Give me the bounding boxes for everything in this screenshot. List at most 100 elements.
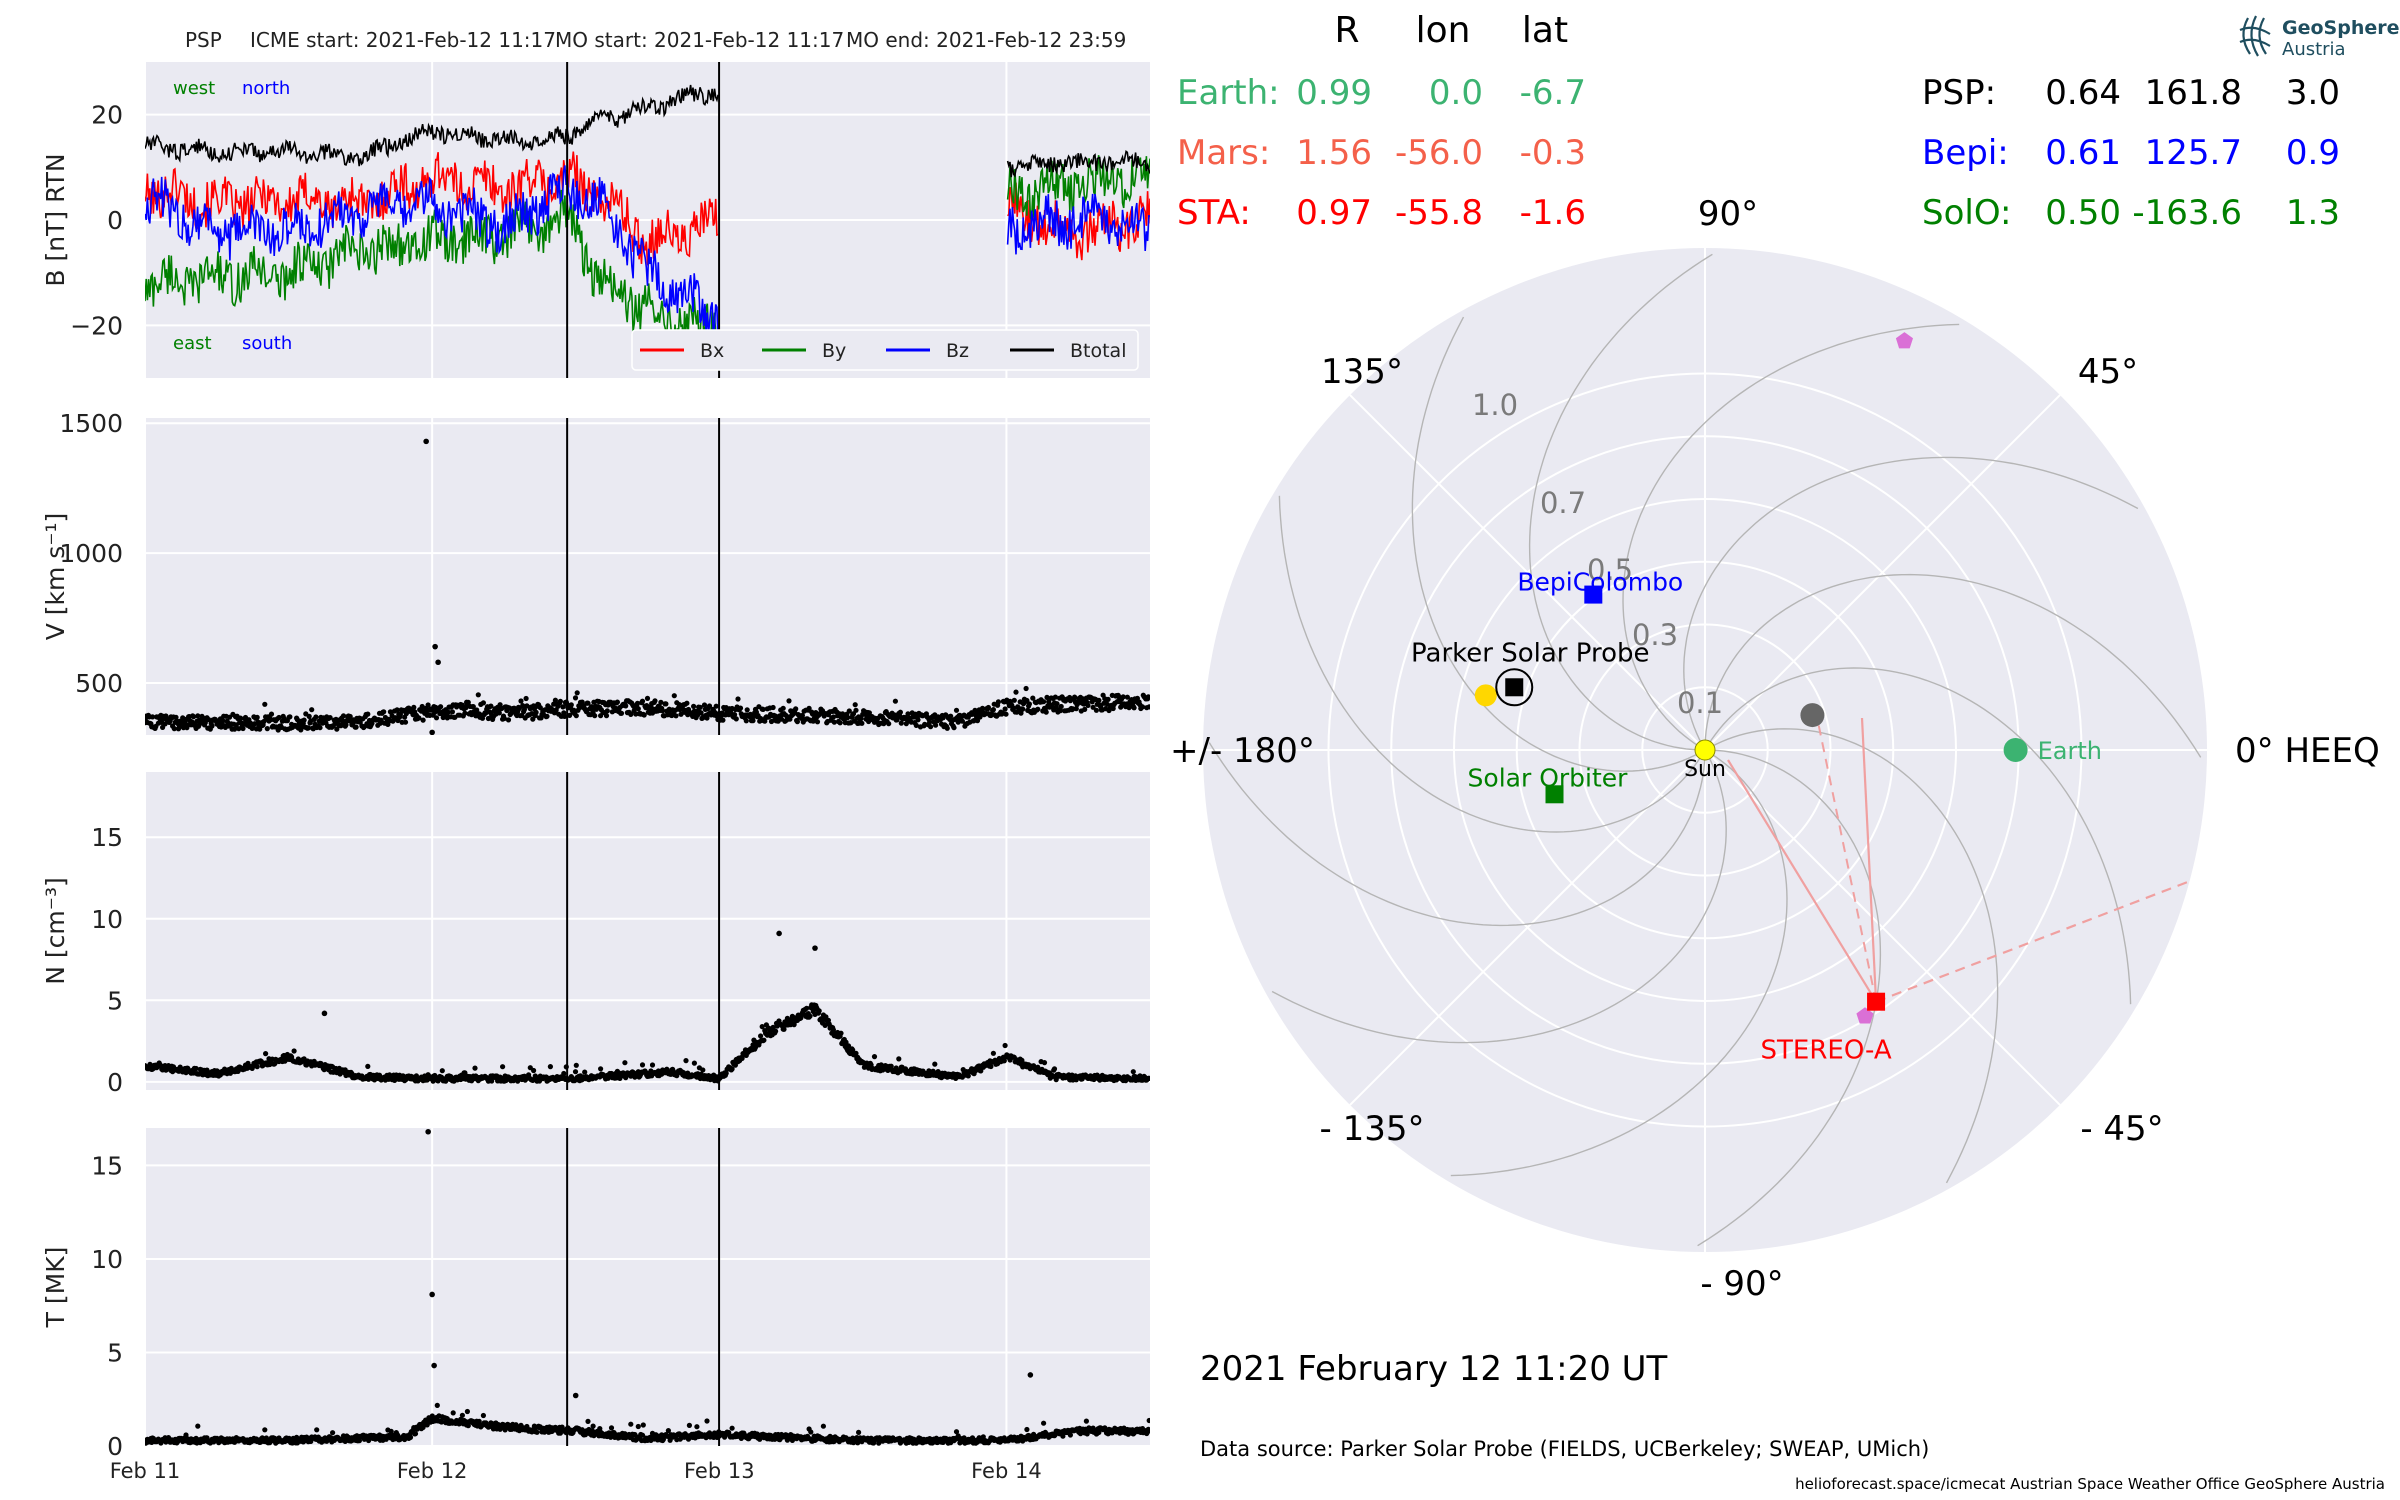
data-point [407, 1434, 414, 1440]
data-point [628, 711, 634, 718]
data-point [1035, 706, 1041, 712]
data-point [808, 1429, 814, 1435]
data-point [856, 1429, 862, 1435]
legend: Bx By Bz Btotal [631, 329, 1139, 371]
header-icme-start: ICME start: 2021-Feb-12 11:17 [250, 28, 556, 52]
data-point [193, 1065, 199, 1072]
data-point [1104, 701, 1110, 707]
data-point [305, 725, 311, 731]
spiral-line [1704, 728, 1999, 1184]
data-point [814, 719, 821, 725]
data-point [420, 717, 426, 723]
y-axis-label: T [MK] [41, 1247, 70, 1329]
data-point [720, 717, 726, 723]
data-point [1043, 709, 1049, 715]
data-point [760, 706, 766, 713]
data-point [195, 713, 201, 719]
data-point [608, 1425, 615, 1431]
table-row-name: Earth: [1177, 73, 1280, 113]
y-tick-label: 15 [91, 823, 123, 852]
radial-tick-label: 0.3 [1632, 618, 1678, 652]
panel-background [145, 772, 1150, 1090]
angle-label: +/- 180° [1170, 731, 1315, 771]
pentagon-marker [1856, 1007, 1874, 1024]
data-point [434, 1402, 440, 1408]
body-label-solar-orbiter: Solar Orbiter [1468, 763, 1629, 792]
data-point [1003, 711, 1009, 717]
data-point [465, 1423, 471, 1429]
time-series-panels: 20 0 −20B [nT] RTN west north east south Bx By Bz… [41, 62, 1150, 1483]
data-point [394, 707, 400, 713]
data-point [604, 708, 610, 714]
data-point [770, 704, 776, 711]
series-group [145, 1128, 1150, 1446]
table-cell-lon: -56.0 [1395, 133, 1483, 173]
data-point [649, 1062, 656, 1068]
data-point [634, 700, 641, 707]
data-point [1057, 708, 1063, 714]
data-point [990, 1050, 997, 1056]
data-point [639, 1062, 646, 1068]
data-point [314, 1427, 320, 1433]
data-point [202, 720, 208, 726]
fov-line [1817, 721, 1878, 1002]
data-point [465, 699, 471, 706]
data-point [905, 711, 911, 717]
data-point [628, 1421, 634, 1427]
data-point [488, 703, 494, 709]
body-label-bepicolombo: BepiColombo [1517, 568, 1683, 597]
table-cell-lon: -55.8 [1395, 193, 1483, 233]
y-tick-label: 5 [107, 1338, 123, 1367]
fov-line [1875, 876, 2199, 1003]
data-point [567, 712, 573, 719]
data-point [378, 717, 384, 723]
data-point [206, 717, 212, 723]
table-cell-r: 0.99 [1296, 73, 1372, 113]
angle-label: 90° [1698, 194, 1758, 234]
data-point [1019, 1057, 1025, 1063]
data-point [496, 710, 502, 716]
body-marker-mars [1800, 703, 1825, 728]
data-point [327, 715, 333, 721]
data-point [1041, 1060, 1048, 1066]
data-point [500, 1064, 506, 1070]
data-point [171, 726, 177, 732]
data-point [820, 1423, 827, 1429]
radial-tick-label: 0.1 [1677, 686, 1723, 720]
data-point [706, 703, 713, 709]
data-point [1018, 710, 1024, 716]
data-point [990, 707, 997, 713]
data-point [291, 1048, 297, 1054]
table-cell-r: 0.61 [2045, 133, 2121, 173]
logo-line1: GeoSphere [2282, 17, 2400, 39]
data-point [686, 1422, 693, 1428]
data-point [622, 1060, 628, 1066]
spiral-line [1683, 456, 2139, 751]
table-cell-lat: 1.3 [2286, 193, 2340, 233]
data-point [623, 1075, 629, 1081]
data-point [263, 1051, 269, 1057]
data-point [237, 715, 244, 721]
data-point [411, 704, 417, 711]
data-point [683, 1058, 689, 1064]
data-point [830, 714, 837, 720]
data-point [1010, 705, 1017, 711]
data-point [635, 706, 641, 712]
table-cell-r: 0.64 [2045, 73, 2121, 113]
corner-label-north: north [242, 78, 290, 99]
data-point [1146, 1075, 1150, 1081]
data-point [799, 712, 806, 719]
series-btotal [145, 84, 1150, 178]
data-point [501, 715, 507, 722]
data-point [816, 1008, 822, 1014]
data-point [402, 719, 409, 725]
legend-label-by: By [822, 340, 846, 362]
table-cell-r: 1.56 [1296, 133, 1372, 173]
data-point [1124, 694, 1130, 700]
data-point [306, 713, 312, 720]
table-cell-lat: 0.9 [2286, 133, 2340, 173]
data-point [838, 1030, 844, 1036]
data-point [773, 1028, 779, 1034]
data-point [1054, 701, 1060, 707]
